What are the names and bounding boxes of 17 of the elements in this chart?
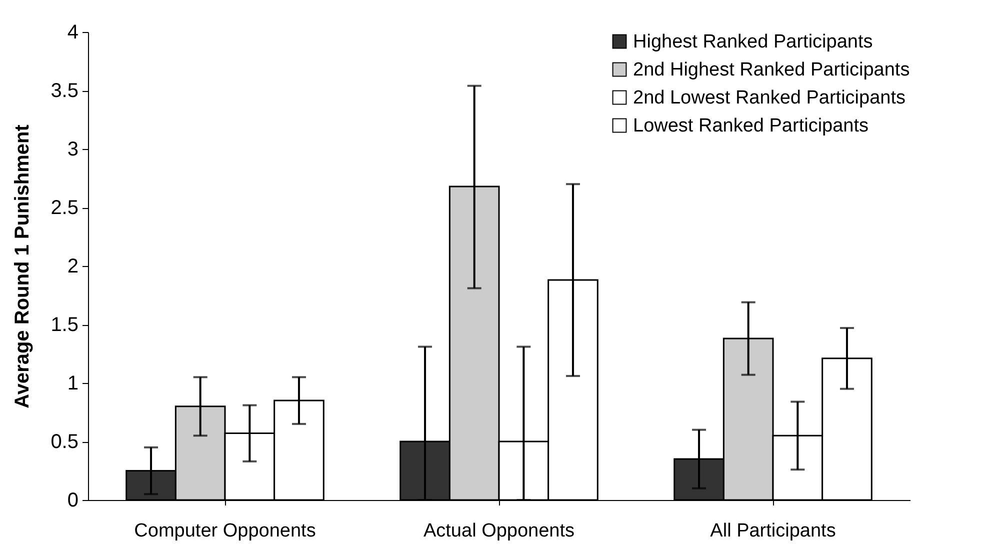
x-tick-label: Actual Opponents (423, 520, 575, 542)
y-tick-label: 2.5 (50, 197, 78, 219)
y-tick-label: 2 (67, 256, 78, 278)
x-tick-label: Computer Opponents (134, 520, 316, 542)
y-tick-label: 0.5 (50, 431, 78, 453)
y-tick-label: 3.5 (50, 80, 78, 102)
y-tick-label: 0 (67, 490, 78, 512)
y-tick-label: 4 (67, 22, 78, 44)
legend-label: 2nd Highest Ranked Participants (633, 60, 910, 80)
y-axis-title: Average Round 1 Punishment (12, 124, 34, 408)
y-tick-label: 1 (67, 372, 78, 394)
x-tick-label: All Participants (710, 520, 836, 542)
y-tick-label: 3 (67, 138, 78, 160)
legend-label: Lowest Ranked Participants (633, 116, 869, 136)
legend-label: Highest Ranked Participants (633, 32, 873, 52)
legend-label: 2nd Lowest Ranked Participants (633, 88, 906, 108)
y-tick-label: 1.5 (50, 314, 78, 336)
